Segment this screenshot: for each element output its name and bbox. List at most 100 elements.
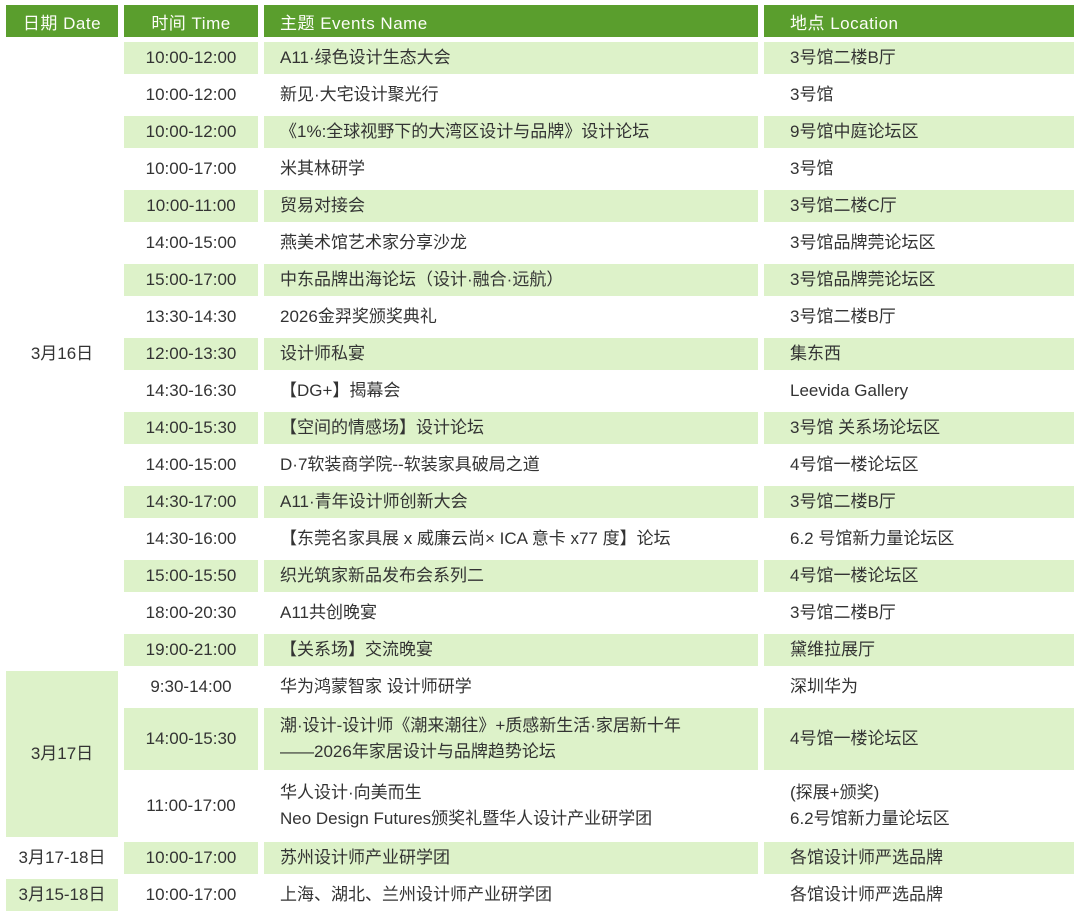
event-cell: 苏州设计师产业研学团: [264, 842, 758, 874]
time-cell: 9:30-14:00: [124, 671, 258, 703]
location-cell: 3号馆二楼B厅: [764, 486, 1074, 518]
event-cell-text: 贸易对接会: [280, 195, 365, 215]
time-cell: 19:00-21:00: [124, 634, 258, 666]
time-cell-text: 10:00-12:00: [145, 84, 237, 104]
table-row: 10:00-17:00 米其林研学 3号馆: [6, 153, 1074, 185]
time-cell: 18:00-20:30: [124, 597, 258, 629]
time-cell-text: 13:30-14:30: [145, 306, 237, 326]
time-cell-text: 14:30-17:00: [145, 491, 237, 511]
date-label: 3月17-18日: [18, 847, 106, 867]
location-cell: 3号馆品牌莞论坛区: [764, 227, 1074, 259]
time-cell: 11:00-17:00: [124, 775, 258, 837]
location-cell-text: Leevida Gallery: [790, 380, 909, 400]
event-cell: 2026金羿奖颁奖典礼: [264, 301, 758, 333]
date-label: 3月16日: [30, 343, 94, 363]
location-cell-text: 4号馆一楼论坛区: [790, 454, 919, 474]
time-cell: 10:00-17:00: [124, 879, 258, 911]
time-cell: 15:00-17:00: [124, 264, 258, 296]
time-cell: 14:30-16:30: [124, 375, 258, 407]
time-cell: 14:30-16:00: [124, 523, 258, 555]
location-cell-text: 6.2 号馆新力量论坛区: [790, 528, 955, 548]
header-row: 日期 Date 时间 Time 主题 Events Name 地点 Locati…: [6, 5, 1074, 37]
date-cell: 3月16日: [6, 42, 118, 666]
table-row: 11:00-17:00 华人设计·向美而生 Neo Design Futures颁奖…: [6, 775, 1074, 837]
column-header-date: 日期 Date: [6, 5, 118, 37]
table-row: 15:00-15:50 织光筑家新品发布会系列二 4号馆一楼论坛区: [6, 560, 1074, 592]
event-cell-text: 米其林研学: [280, 158, 365, 178]
table-row: 3月17日 9:30-14:00 华为鸿蒙智家 设计师研学 深圳华为: [6, 671, 1074, 837]
time-cell-text: 11:00-17:00: [146, 795, 236, 815]
location-cell: 6.2 号馆新力量论坛区: [764, 523, 1074, 555]
location-cell: 3号馆二楼B厅: [764, 597, 1074, 629]
location-cell-text: 6.2号馆新力量论坛区: [790, 809, 950, 828]
time-cell-text: 14:30-16:30: [145, 380, 237, 400]
event-cell-text: 中东品牌出海论坛（设计·融合·远航）: [280, 269, 564, 289]
event-cell: 织光筑家新品发布会系列二: [264, 560, 758, 592]
event-cell: 《1%:全球视野下的大湾区设计与品牌》设计论坛: [264, 116, 758, 148]
location-cell: (探展+颁奖) 6.2号馆新力量论坛区: [764, 775, 1074, 837]
location-cell: 集东西: [764, 338, 1074, 370]
date-cell: 3月17日: [6, 671, 118, 837]
location-cell: 4号馆一楼论坛区: [764, 560, 1074, 592]
location-cell: 黛维拉展厅: [764, 634, 1074, 666]
location-cell-text: 各馆设计师严选品牌: [790, 884, 943, 904]
event-cell-text: D·7软装商学院--软装家具破局之道: [280, 454, 540, 474]
column-header-time: 时间 Time: [124, 5, 258, 37]
event-cell-text: 2026金羿奖颁奖典礼: [280, 306, 437, 326]
time-cell: 10:00-12:00: [124, 79, 258, 111]
event-cell-text: 潮·设计-设计师《潮来潮往》+质感新生活·家居新十年: [280, 715, 681, 735]
location-cell: 3号馆: [764, 79, 1074, 111]
date-cell: 3月15-18日: [6, 879, 118, 911]
event-cell-text: 燕美术馆艺术家分享沙龙: [280, 232, 467, 252]
event-cell-text: 新见·大宅设计聚光行: [280, 84, 439, 104]
event-cell: 潮·设计-设计师《潮来潮往》+质感新生活·家居新十年 ——2026年家居设计与品牌…: [264, 708, 758, 770]
event-cell: 【DG+】揭幕会: [264, 375, 758, 407]
time-cell-text: 9:30-14:00: [150, 676, 232, 696]
location-cell: 3号馆: [764, 153, 1074, 185]
column-header-events: 主题 Events Name: [264, 5, 758, 37]
time-cell: 14:00-15:30: [124, 412, 258, 444]
table-row: 13:30-14:30 2026金羿奖颁奖典礼 3号馆二楼B厅: [6, 301, 1074, 333]
event-cell: 燕美术馆艺术家分享沙龙: [264, 227, 758, 259]
time-cell: 13:30-14:30: [124, 301, 258, 333]
location-cell: 3号馆二楼B厅: [764, 301, 1074, 333]
location-cell-text: 3号馆: [790, 84, 834, 104]
time-cell-text: 15:00-17:00: [145, 269, 237, 289]
time-cell-text: 10:00-17:00: [145, 158, 237, 178]
location-cell-text: 3号馆二楼B厅: [790, 47, 896, 67]
date-label: 3月15-18日: [18, 884, 106, 904]
time-cell-text: 14:00-15:00: [145, 454, 237, 474]
event-cell-text: A11·绿色设计生态大会: [280, 47, 451, 67]
event-cell-text: Neo Design Futures颁奖礼暨华人设计产业研学团: [280, 809, 653, 828]
table-row: 14:00-15:30 潮·设计-设计师《潮来潮往》+质感新生活·家居新十年 ——2…: [6, 708, 1074, 770]
location-cell-text: 3号馆二楼B厅: [790, 602, 896, 622]
time-cell-text: 18:00-20:30: [145, 602, 237, 622]
location-cell: 3号馆品牌莞论坛区: [764, 264, 1074, 296]
column-header-location: 地点 Location: [764, 5, 1074, 37]
table-row: 10:00-12:00 《1%:全球视野下的大湾区设计与品牌》设计论坛 9号馆中庭论…: [6, 116, 1074, 148]
event-cell-text: 上海、湖北、兰州设计师产业研学团: [280, 884, 552, 904]
table-row: 14:30-16:00 【东莞名家具展 x 威廉云尚× ICA 意卡 x77 度】…: [6, 523, 1074, 555]
event-cell-text: 【关系场】交流晚宴: [280, 639, 433, 659]
location-cell-text: 黛维拉展厅: [790, 639, 875, 659]
table-row: 14:30-16:30 【DG+】揭幕会 Leevida Gallery: [6, 375, 1074, 407]
location-cell-text: 3号馆品牌莞论坛区: [790, 269, 936, 289]
event-cell-text: 【DG+】揭幕会: [280, 380, 401, 400]
time-cell: 14:00-15:30: [124, 708, 258, 770]
table-row: 18:00-20:30 A11共创晚宴 3号馆二楼B厅: [6, 597, 1074, 629]
event-cell: 贸易对接会: [264, 190, 758, 222]
event-cell: 米其林研学: [264, 153, 758, 185]
event-cell: A11·绿色设计生态大会: [264, 42, 758, 74]
event-cell: 华为鸿蒙智家 设计师研学: [264, 671, 758, 703]
location-cell-text: 深圳华为: [790, 676, 858, 696]
event-cell-text: 设计师私宴: [280, 343, 365, 363]
table-row: 12:00-13:30 设计师私宴 集东西: [6, 338, 1074, 370]
time-cell: 10:00-17:00: [124, 842, 258, 874]
event-cell-text: 华人设计·向美而生: [280, 782, 422, 802]
time-cell: 15:00-15:50: [124, 560, 258, 592]
event-cell-text: A11·青年设计师创新大会: [280, 491, 468, 511]
location-cell: 3号馆二楼B厅: [764, 42, 1074, 74]
event-cell-text: ——2026年家居设计与品牌趋势论坛: [280, 742, 556, 761]
event-cell: 华人设计·向美而生 Neo Design Futures颁奖礼暨华人设计产业研学团: [264, 775, 758, 837]
